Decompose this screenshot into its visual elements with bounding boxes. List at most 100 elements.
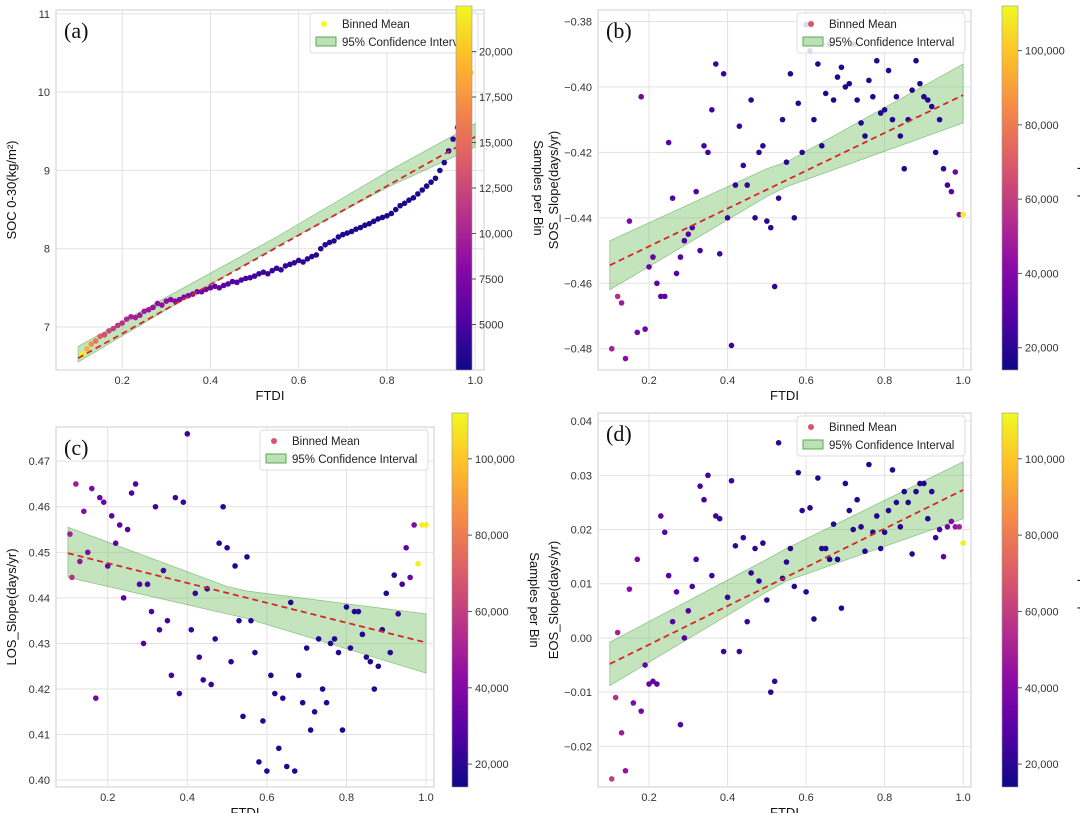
colorbar-tick-label: 5000 [479,320,503,332]
binned-mean-point [877,110,884,116]
binned-mean-point [415,560,421,567]
binned-mean-point [736,123,743,129]
binned-mean-point [752,545,758,552]
binned-mean-point [819,545,825,552]
binned-mean-point [156,626,163,633]
binned-mean-point [228,658,234,665]
binned-mean-point [819,143,825,149]
y-tick-label: −0.46 [564,278,592,290]
colorbar-tick-label: 100,000 [1025,46,1065,58]
y-tick-label: 8 [44,244,50,256]
binned-mean-point [873,513,880,519]
binned-mean-point [669,195,676,201]
binned-mean-point [145,306,152,313]
binned-mean-point [650,254,656,260]
binned-mean-point [331,636,338,642]
y-axis-label: EOS_Slope(days/yr) [546,541,561,660]
plot-area [55,9,485,371]
binned-mean-point [936,526,943,533]
binned-mean-point [740,534,747,541]
binned-mean-point [893,499,900,506]
colorbar-tick-label: 20,000 [1025,343,1059,355]
binned-mean-point [877,545,884,552]
colorbar-tick-label: 60,000 [1025,606,1059,618]
binned-mean-point [885,67,892,74]
colorbar-tick-label: 10,000 [479,229,513,241]
binned-mean-point [152,503,159,510]
binned-mean-point [428,179,434,185]
binned-mean-point [799,507,805,514]
binned-mean-point [956,524,963,530]
binned-mean-point [928,103,935,110]
binned-mean-point [391,572,398,578]
x-axis-label: FTDI [770,805,799,813]
binned-mean-point [779,116,786,123]
binned-mean-point [269,267,276,274]
binned-mean-point [709,107,715,113]
binned-mean-point [154,300,161,307]
binned-mean-point [196,654,203,660]
binned-mean-point [658,513,664,519]
binned-mean-point [897,133,904,139]
binned-mean-point [112,540,119,547]
y-tick-label: 9 [44,165,50,177]
binned-mean-point [807,505,813,511]
binned-mean-point [343,604,350,610]
binned-mean-point [323,699,330,706]
binned-mean-point [901,488,908,495]
binned-mean-point [295,672,302,679]
binned-mean-point [846,507,853,514]
y-tick-label: 0.47 [29,456,50,468]
binned-mean-point [638,708,644,714]
binned-mean-point [936,116,943,123]
binned-mean-point [355,608,362,615]
y-tick-label: 0.03 [571,470,592,482]
binned-mean-point [406,197,412,203]
binned-mean-point [315,636,322,642]
binned-mean-point [124,526,131,533]
legend-ci-swatch [802,439,824,450]
binned-mean-point [724,594,731,601]
binned-mean-point [673,589,680,595]
binned-mean-point [252,649,258,656]
confidence-band [609,63,964,291]
colorbar-tick-label: 60,000 [475,606,509,618]
binned-mean-point [114,322,121,329]
binned-mean-point [862,548,868,555]
binned-mean-point [665,139,672,146]
colorbar-tick-label: 60,000 [1025,194,1059,206]
legend-box [796,12,966,54]
binned-mean-point [344,230,351,236]
binned-mean-point [608,776,615,782]
colorbar-tick-label: 20,000 [479,47,513,59]
colorbar-tick-label: 20,000 [475,759,509,771]
binned-mean-point [384,213,390,219]
binned-mean-point [830,521,837,527]
y-tick-label: 0.44 [29,593,50,605]
binned-mean-point [104,563,111,569]
binned-mean-point [224,544,230,551]
panel-label: (a) [64,18,88,43]
binned-mean-point [697,247,703,254]
colorbar-tick-label: 17,500 [479,92,513,104]
binned-mean-point [960,540,966,546]
colorbar [451,412,469,788]
binned-mean-point [282,263,289,269]
binned-mean-point [866,461,872,468]
x-tick-label: 1.0 [955,792,970,804]
binned-mean-point [921,93,927,100]
binned-mean-point [889,116,896,123]
binned-mean-point [748,570,754,576]
binned-mean-point [132,481,139,487]
y-tick-label: −0.42 [564,147,592,159]
colorbar-tick-label: 15,000 [479,138,513,150]
binned-mean-point [642,326,648,332]
binned-mean-point [371,686,378,692]
binned-mean-point [870,93,876,100]
binned-mean-point [357,224,364,231]
binned-mean-point [110,325,117,332]
y-axis-label: SOC 0-30(kg/m²) [4,141,19,240]
binned-mean-point [756,578,762,584]
binned-mean-point [375,216,381,222]
legend-box [309,12,479,54]
